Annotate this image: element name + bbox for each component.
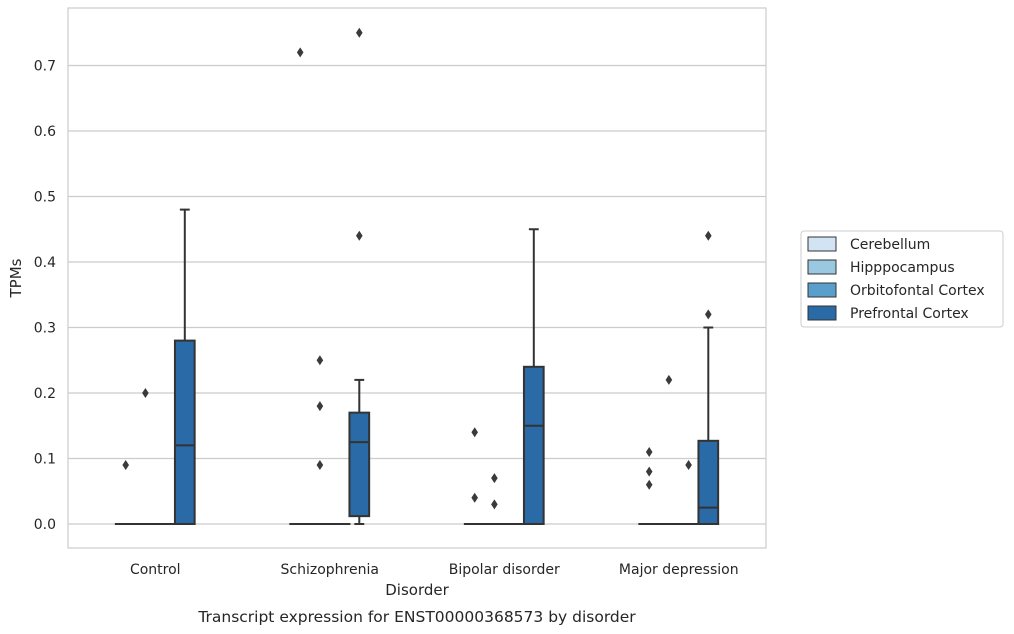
box	[134, 388, 157, 526]
legend-label: Cerebellum	[850, 237, 930, 253]
outlier-point	[645, 479, 653, 490]
gridlines	[68, 64, 766, 525]
y-axis-label: TPMs	[7, 258, 25, 298]
outlier-point	[645, 466, 653, 477]
box	[463, 427, 486, 526]
outlier-point	[142, 388, 149, 398]
box	[309, 355, 331, 526]
outlier-point	[665, 374, 673, 385]
legend-swatch	[807, 259, 837, 275]
box	[483, 473, 506, 526]
series-orbitofontal-cortex	[154, 460, 700, 526]
legend-label: Hipppocampus	[850, 260, 955, 276]
x-tick-label: Control	[130, 562, 181, 578]
x-tick-label: Schizophrenia	[281, 562, 379, 578]
series-cerebellum	[114, 47, 661, 526]
legend-frame	[800, 230, 1004, 328]
box	[638, 446, 661, 526]
outlier-point	[471, 427, 478, 438]
box	[522, 228, 545, 525]
outlier-point	[705, 309, 712, 320]
box	[677, 460, 700, 526]
series-hipppocampus	[134, 355, 680, 526]
plot-area-frame	[67, 7, 767, 549]
outlier-point	[491, 499, 498, 510]
legend-label: Prefrontal Cortex	[850, 306, 969, 322]
legend-swatch	[807, 305, 837, 321]
y-tick-label: 0.3	[34, 321, 56, 337]
box-body	[697, 439, 720, 525]
y-tick-label: 0.6	[34, 124, 56, 140]
legend-label: Orbitofontal Cortex	[850, 283, 985, 299]
outlier-point	[296, 47, 304, 58]
box	[348, 27, 371, 525]
y-tick-label: 0.5	[34, 190, 56, 206]
outlier-point	[316, 460, 324, 471]
outlier-point	[356, 27, 363, 38]
x-axis-ticks: Control Schizophrenia Bipolar disorder Majo…	[130, 562, 739, 578]
box-body	[348, 411, 371, 518]
y-tick-label: 0.4	[34, 255, 56, 271]
outlier-point	[685, 460, 692, 471]
box	[173, 208, 196, 525]
box-series	[114, 27, 720, 526]
x-axis-label: Disorder	[385, 581, 449, 599]
series-prefrontal-cortex	[173, 27, 720, 525]
outlier-point	[356, 230, 363, 241]
legend-swatch	[807, 236, 837, 252]
outlier-point	[705, 230, 712, 241]
box-body	[522, 365, 545, 525]
outlier-point	[645, 446, 653, 457]
y-tick-label: 0.0	[34, 517, 56, 533]
box-body	[173, 339, 196, 525]
legend-swatch	[807, 282, 837, 298]
outlier-point	[316, 355, 324, 366]
y-tick-label: 0.1	[34, 452, 56, 468]
box	[697, 230, 720, 525]
y-tick-label: 0.2	[34, 386, 56, 402]
box	[658, 374, 680, 526]
x-tick-label: Major depression	[619, 562, 739, 578]
box	[289, 47, 312, 526]
legend: Cerebellum Hipppocampus Orbitofontal Corte…	[800, 230, 1004, 328]
outlier-point	[122, 460, 129, 471]
y-tick-label: 0.7	[34, 59, 56, 75]
outlier-point	[491, 473, 498, 484]
x-tick-label: Bipolar disorder	[449, 562, 560, 578]
outlier-point	[316, 401, 324, 412]
chart-caption: Transcript expression for ENST0000036857…	[197, 608, 636, 626]
outlier-point	[471, 492, 478, 503]
y-axis-ticks: 0.0 0.1 0.2 0.3 0.4 0.5 0.6 0.7	[34, 59, 56, 534]
box	[114, 460, 137, 526]
